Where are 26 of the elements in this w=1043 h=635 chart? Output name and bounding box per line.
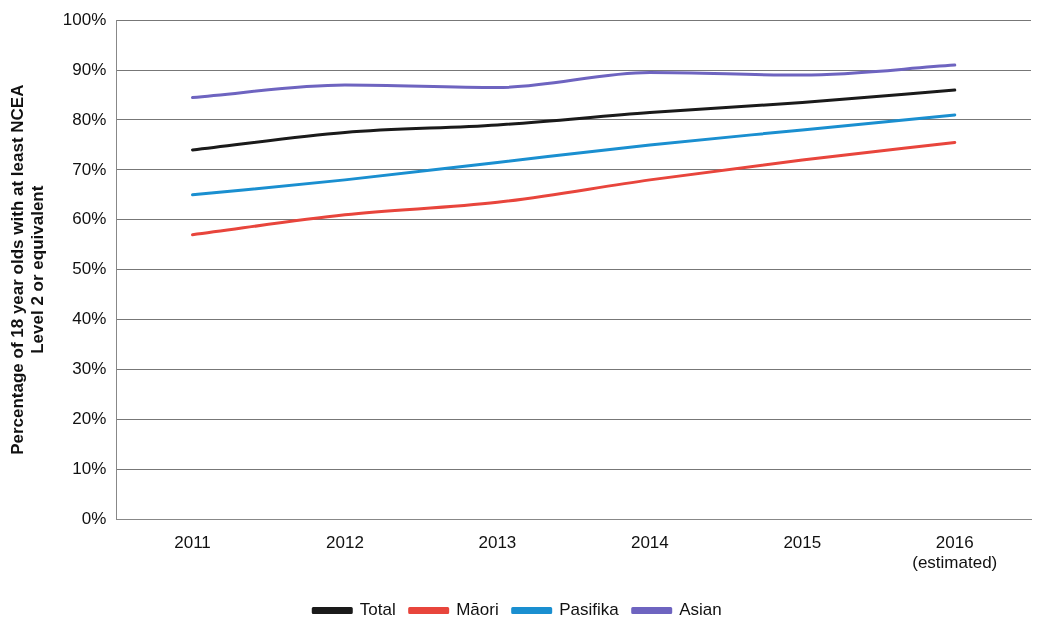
legend-label: Total [359, 600, 396, 620]
y-tick-label: 50% [72, 259, 107, 279]
y-tick-label: 0% [81, 508, 107, 528]
x-tick-label: 2012 [326, 533, 364, 553]
line-series [191, 88, 957, 152]
y-tick-label: 90% [72, 59, 107, 79]
x-tick-label: 2014 [630, 533, 669, 553]
line-series [191, 140, 957, 237]
line-series [191, 63, 957, 100]
legend-label: Asian [679, 600, 722, 620]
y-tick-label: 30% [72, 359, 107, 379]
x-tick-label: 2011 [174, 533, 211, 553]
x-tick-label: 2013 [478, 533, 517, 553]
y-tick-label: 60% [72, 209, 107, 229]
y-tick-label: 80% [72, 109, 107, 129]
y-tick-label: 20% [72, 409, 107, 429]
y-tick-label: 70% [72, 159, 107, 179]
y-tick-label: 40% [72, 309, 107, 329]
legend-label: Pasifika [559, 600, 620, 620]
legend-label: Māori [456, 600, 499, 620]
line-series [191, 113, 957, 197]
x-tick-label: 2015 [783, 533, 822, 553]
x-tick-label: 2016 (estimated) [912, 533, 998, 573]
y-tick-label: 10% [72, 458, 107, 478]
y-tick-label: 100% [62, 9, 107, 29]
y-axis-title: Percentage of 18 year olds with at least NCEA Level 2 or equivalent [7, 84, 48, 455]
